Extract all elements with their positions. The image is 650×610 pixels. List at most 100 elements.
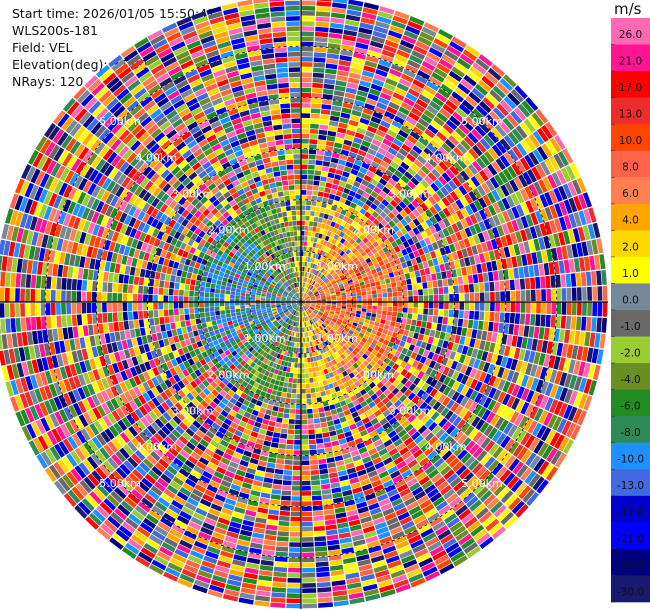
velocity-gate — [381, 199, 390, 207]
velocity-gate — [424, 328, 431, 336]
velocity-gate — [454, 405, 464, 416]
velocity-gate — [505, 291, 511, 302]
velocity-gate — [264, 534, 277, 541]
velocity-gate — [419, 31, 435, 42]
velocity-gate — [283, 408, 290, 414]
velocity-gate — [309, 325, 312, 331]
velocity-gate — [368, 324, 374, 329]
velocity-gate — [265, 529, 277, 536]
velocity-gate — [372, 78, 385, 87]
velocity-gate — [285, 454, 293, 460]
velocity-gate — [388, 228, 396, 236]
velocity-gate — [316, 297, 321, 300]
velocity-gate — [303, 287, 306, 293]
velocity-gate — [334, 351, 340, 358]
velocity-gate — [302, 312, 305, 317]
velocity-gate — [393, 156, 403, 165]
velocity-gate — [490, 238, 498, 250]
velocity-gate — [377, 297, 383, 302]
velocity-gate — [305, 303, 311, 305]
velocity-gate — [535, 109, 549, 124]
velocity-gate — [365, 465, 376, 474]
velocity-gate — [497, 486, 510, 500]
velocity-gate — [301, 292, 303, 297]
velocity-gate — [578, 377, 588, 393]
velocity-gate — [332, 370, 338, 377]
velocity-gate — [434, 265, 441, 273]
velocity-gate — [439, 58, 453, 70]
velocity-gate — [578, 393, 588, 409]
velocity-gate — [331, 12, 346, 19]
velocity-gate — [370, 161, 380, 169]
velocity-gate — [492, 85, 506, 99]
velocity-gate — [301, 419, 308, 425]
velocity-gate — [306, 272, 309, 278]
velocity-gate — [511, 128, 524, 142]
velocity-gate — [358, 332, 365, 338]
velocity-gate — [230, 564, 245, 572]
velocity-gate — [352, 332, 359, 338]
velocity-gate — [301, 282, 303, 287]
velocity-gate — [391, 174, 400, 183]
velocity-gate — [308, 231, 312, 237]
velocity-gate — [296, 311, 299, 317]
velocity-gate — [481, 182, 491, 194]
velocity-gate — [315, 333, 320, 339]
velocity-gate — [352, 454, 362, 462]
velocity-gate — [312, 263, 316, 269]
velocity-gate — [310, 313, 314, 318]
velocity-gate — [334, 246, 340, 253]
velocity-gate — [263, 440, 272, 447]
velocity-gate — [524, 154, 535, 168]
velocity-gate — [337, 522, 349, 529]
velocity-gate — [273, 432, 281, 438]
start-time-text: Start time: 2026/01/05 15:50:41 — [12, 6, 216, 21]
velocity-gate — [460, 452, 472, 464]
velocity-gate — [294, 429, 301, 435]
velocity-gate — [351, 310, 356, 314]
velocity-gate — [429, 545, 444, 557]
velocity-gate — [447, 215, 456, 225]
velocity-gate — [346, 309, 351, 313]
velocity-gate — [404, 410, 413, 419]
velocity-gate — [301, 445, 309, 450]
velocity-gate — [324, 73, 336, 80]
velocity-gate — [304, 368, 309, 373]
velocity-gate — [520, 432, 531, 446]
velocity-gate — [372, 111, 384, 120]
velocity-gate — [339, 416, 347, 423]
velocity-gate — [297, 317, 299, 322]
velocity-gate — [366, 312, 372, 317]
velocity-gate — [390, 396, 399, 404]
velocity-gate — [337, 433, 346, 440]
velocity-gate — [301, 57, 313, 62]
velocity-gate — [513, 324, 520, 336]
velocity-gate — [469, 368, 478, 378]
velocity-gate — [376, 381, 384, 389]
velocity-gate — [427, 488, 439, 499]
velocity-gate — [440, 533, 454, 545]
velocity-gate — [462, 410, 473, 422]
velocity-gate — [361, 417, 370, 425]
velocity-gate — [336, 368, 342, 375]
velocity-gate — [429, 100, 442, 111]
velocity-gate — [362, 295, 367, 299]
velocity-gate — [314, 42, 328, 48]
velocity-gate — [534, 408, 544, 422]
velocity-gate — [450, 191, 459, 201]
velocity-gate — [506, 370, 515, 382]
velocity-gate — [558, 357, 566, 371]
velocity-gate — [321, 489, 332, 495]
velocity-gate — [397, 307, 403, 313]
velocity-gate — [415, 241, 422, 250]
velocity-gate — [330, 232, 336, 238]
velocity-gate — [351, 304, 357, 308]
velocity-gate — [350, 185, 359, 193]
velocity-gate — [336, 293, 341, 297]
velocity-gate — [386, 203, 395, 212]
velocity-gate — [316, 149, 325, 156]
velocity-gate — [316, 285, 321, 290]
velocity-gate — [402, 197, 411, 206]
velocity-gate — [416, 389, 425, 398]
velocity-gate — [558, 151, 569, 167]
